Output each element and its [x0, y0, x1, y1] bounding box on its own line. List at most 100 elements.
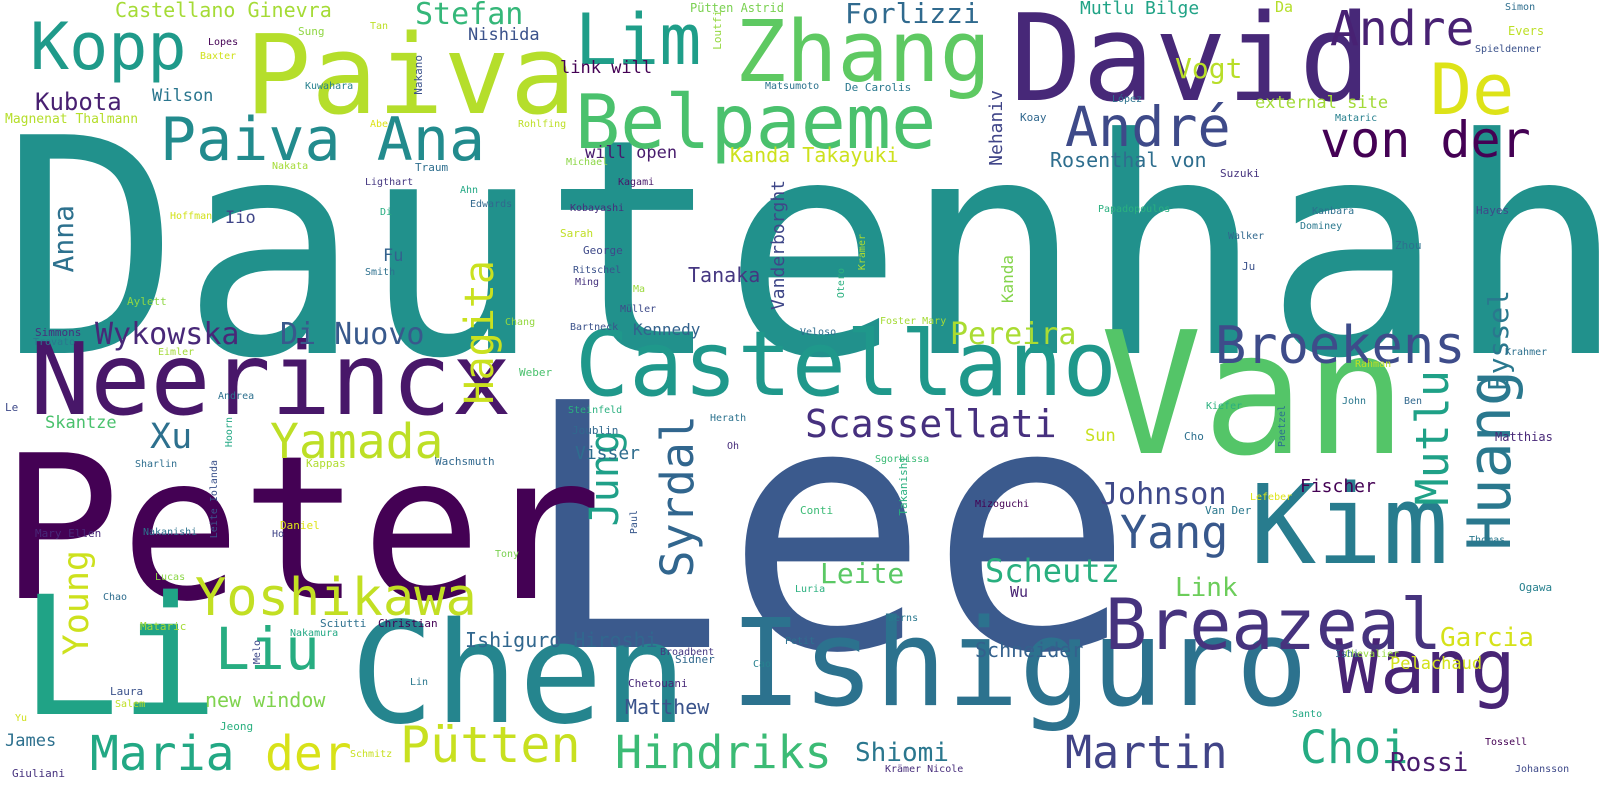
cloud-word: Kanbara: [1312, 206, 1355, 217]
cloud-word: Johnson: [1100, 477, 1227, 512]
cloud-word: Rosenthal von: [1050, 148, 1207, 172]
cloud-word: Kramer: [857, 234, 868, 271]
cloud-word: Herath: [710, 413, 747, 424]
cloud-word: Young: [57, 550, 97, 656]
cloud-word: Ogawa: [1519, 581, 1553, 594]
cloud-word: Fu: [383, 246, 404, 266]
cloud-word: Chetouani: [628, 677, 688, 690]
cloud-word: Leite: [820, 557, 905, 590]
cloud-word: Wykowska: [95, 317, 240, 352]
cloud-word: Paiva: [245, 11, 577, 139]
cloud-word: Santo: [1292, 709, 1323, 720]
cloud-word: Ben: [1404, 396, 1423, 407]
cloud-word: Krämer Nicole: [885, 764, 964, 775]
cloud-word: Stefan: [415, 0, 524, 32]
cloud-word: Pütten: [400, 716, 581, 774]
cloud-word: Hindriks: [615, 726, 832, 779]
cloud-word: Lim: [575, 0, 702, 81]
cloud-word: Pereira: [950, 317, 1077, 352]
cloud-word: Lopes: [208, 37, 239, 48]
cloud-word: Van: [1100, 296, 1408, 494]
cloud-word: Scassellati: [805, 402, 1057, 446]
cloud-word: Nakanishi: [143, 527, 198, 538]
cloud-word: Kagami: [618, 177, 655, 188]
cloud-word: André: [1065, 95, 1231, 159]
cloud-word: Traum: [415, 161, 449, 174]
cloud-word: Vanderborght: [768, 180, 789, 311]
cloud-word: Sarah: [560, 227, 594, 240]
cloud-word: Sharlin: [135, 459, 178, 470]
cloud-word: Giuliani: [12, 767, 65, 780]
cloud-word: Walker: [1228, 231, 1265, 242]
cloud-word: Lefeber: [1250, 492, 1293, 503]
cloud-word: Spieldenner: [1475, 44, 1542, 55]
cloud-word: Loutfi: [711, 10, 724, 50]
cloud-word: Ishiguro: [730, 595, 1308, 734]
cloud-word: Visser: [575, 443, 641, 464]
cloud-word: Yamada: [270, 414, 444, 470]
cloud-word: Chen: [350, 593, 688, 756]
cloud-word: Broadbent: [660, 647, 715, 658]
cloud-word: Matthew: [625, 695, 710, 719]
cloud-word: Koay: [1020, 111, 1047, 124]
cloud-word: der: [265, 726, 352, 782]
cloud-word: Abe: [370, 119, 389, 130]
cloud-word: Mataric: [140, 620, 187, 633]
cloud-word: will open: [585, 143, 678, 163]
cloud-word: Castellano: [575, 312, 1117, 417]
cloud-word: Conti: [800, 504, 834, 517]
cloud-word: Dautenhahn: [0, 75, 1600, 424]
cloud-word: Ming: [575, 277, 600, 288]
cloud-word: Thomas: [1469, 535, 1506, 546]
cloud-word: Yoshikawa: [195, 568, 477, 628]
cloud-word: Zhou: [1395, 239, 1422, 252]
cloud-word: Cho: [1184, 430, 1204, 443]
cloud-word: Krahmer: [1505, 347, 1548, 358]
cloud-word: Nishida: [468, 25, 540, 45]
cloud-word: Xu: [150, 417, 193, 457]
cloud-word: Veloso: [800, 327, 837, 338]
cloud-word: Tossell: [1485, 737, 1528, 748]
cloud-word: Di: [380, 207, 393, 218]
cloud-word: Chao: [103, 592, 128, 603]
cloud-word: Ho: [272, 529, 285, 540]
cloud-word: Smith: [365, 267, 396, 278]
cloud-word: Sgorbissa: [875, 454, 930, 465]
cloud-word: De Carolis: [845, 81, 912, 94]
cloud-word: Chang: [505, 317, 536, 328]
cloud-word: Christian: [378, 617, 438, 630]
cloud-word: Ju: [1242, 260, 1256, 273]
cloud-word: Kanda Takayuki: [730, 143, 899, 167]
cloud-word: Lin: [410, 677, 429, 688]
cloud-word: James: [5, 731, 57, 751]
cloud-word: Salem: [115, 699, 146, 710]
cloud-word: Syrdal: [651, 415, 704, 578]
cloud-word: Martin: [1065, 726, 1228, 779]
cloud-word: Müller: [620, 304, 657, 315]
cloud-word: Laura: [110, 685, 144, 698]
cloud-word: Kim: [1250, 461, 1449, 589]
cloud-word: Choi: [1300, 721, 1409, 774]
cloud-word: Maria: [90, 726, 235, 782]
cloud-word: Wu: [1010, 583, 1029, 601]
cloud-word: Wachsmuth: [435, 455, 495, 468]
cloud-word: Ma: [633, 284, 646, 295]
cloud-word: link will: [560, 58, 653, 78]
cloud-word: Magnenat Thalmann: [5, 112, 139, 127]
cloud-word: Forlizzi: [845, 0, 980, 30]
cloud-word: López: [1112, 94, 1143, 105]
cloud-word: Andrea: [218, 391, 255, 402]
cloud-word: Kanda: [998, 255, 1017, 304]
cloud-word: Rossi: [1390, 748, 1469, 778]
cloud-word: Zhang: [735, 3, 991, 102]
cloud-word: Di Nuovo: [280, 317, 425, 352]
cloud-word: Tanaka: [688, 263, 761, 287]
cloud-word: Edwards: [470, 199, 513, 210]
cloud-word: Link: [1175, 573, 1238, 603]
cloud-word: Jeong: [220, 720, 254, 733]
cloud-word: Fischer: [1300, 476, 1376, 497]
cloud-word: Da: [1275, 0, 1294, 16]
cloud-word: Peter: [0, 413, 603, 646]
cloud-word: Weber: [519, 366, 553, 379]
